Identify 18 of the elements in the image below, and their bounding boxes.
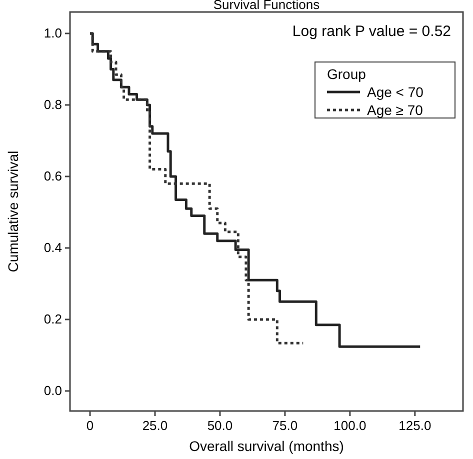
x-tick-label: 75.0 — [272, 418, 298, 433]
y-tick-label: 1.0 — [44, 25, 62, 40]
legend-label: Age < 70 — [367, 84, 424, 100]
legend-title: Group — [327, 66, 366, 82]
annotation: Log rank P value = 0.52 — [292, 23, 451, 40]
x-axis-title: Overall survival (months) — [189, 438, 344, 454]
x-tick-label: 25.0 — [142, 418, 168, 433]
y-tick-label: 0.6 — [44, 168, 62, 184]
y-tick-label: 0.2 — [44, 311, 62, 326]
y-tick-label: 0.4 — [44, 240, 62, 255]
y-axis-title: Cumulative survival — [5, 150, 21, 272]
x-tick-label: 50.0 — [207, 418, 233, 433]
x-tick-label: 0 — [86, 418, 94, 433]
x-tick-label: 100.0 — [334, 418, 366, 433]
legend-label: Age ≥ 70 — [367, 102, 424, 118]
x-tick-label: 125.0 — [398, 418, 432, 433]
y-tick-label: 0.8 — [44, 96, 62, 112]
y-tick-label: 0.0 — [44, 382, 62, 398]
